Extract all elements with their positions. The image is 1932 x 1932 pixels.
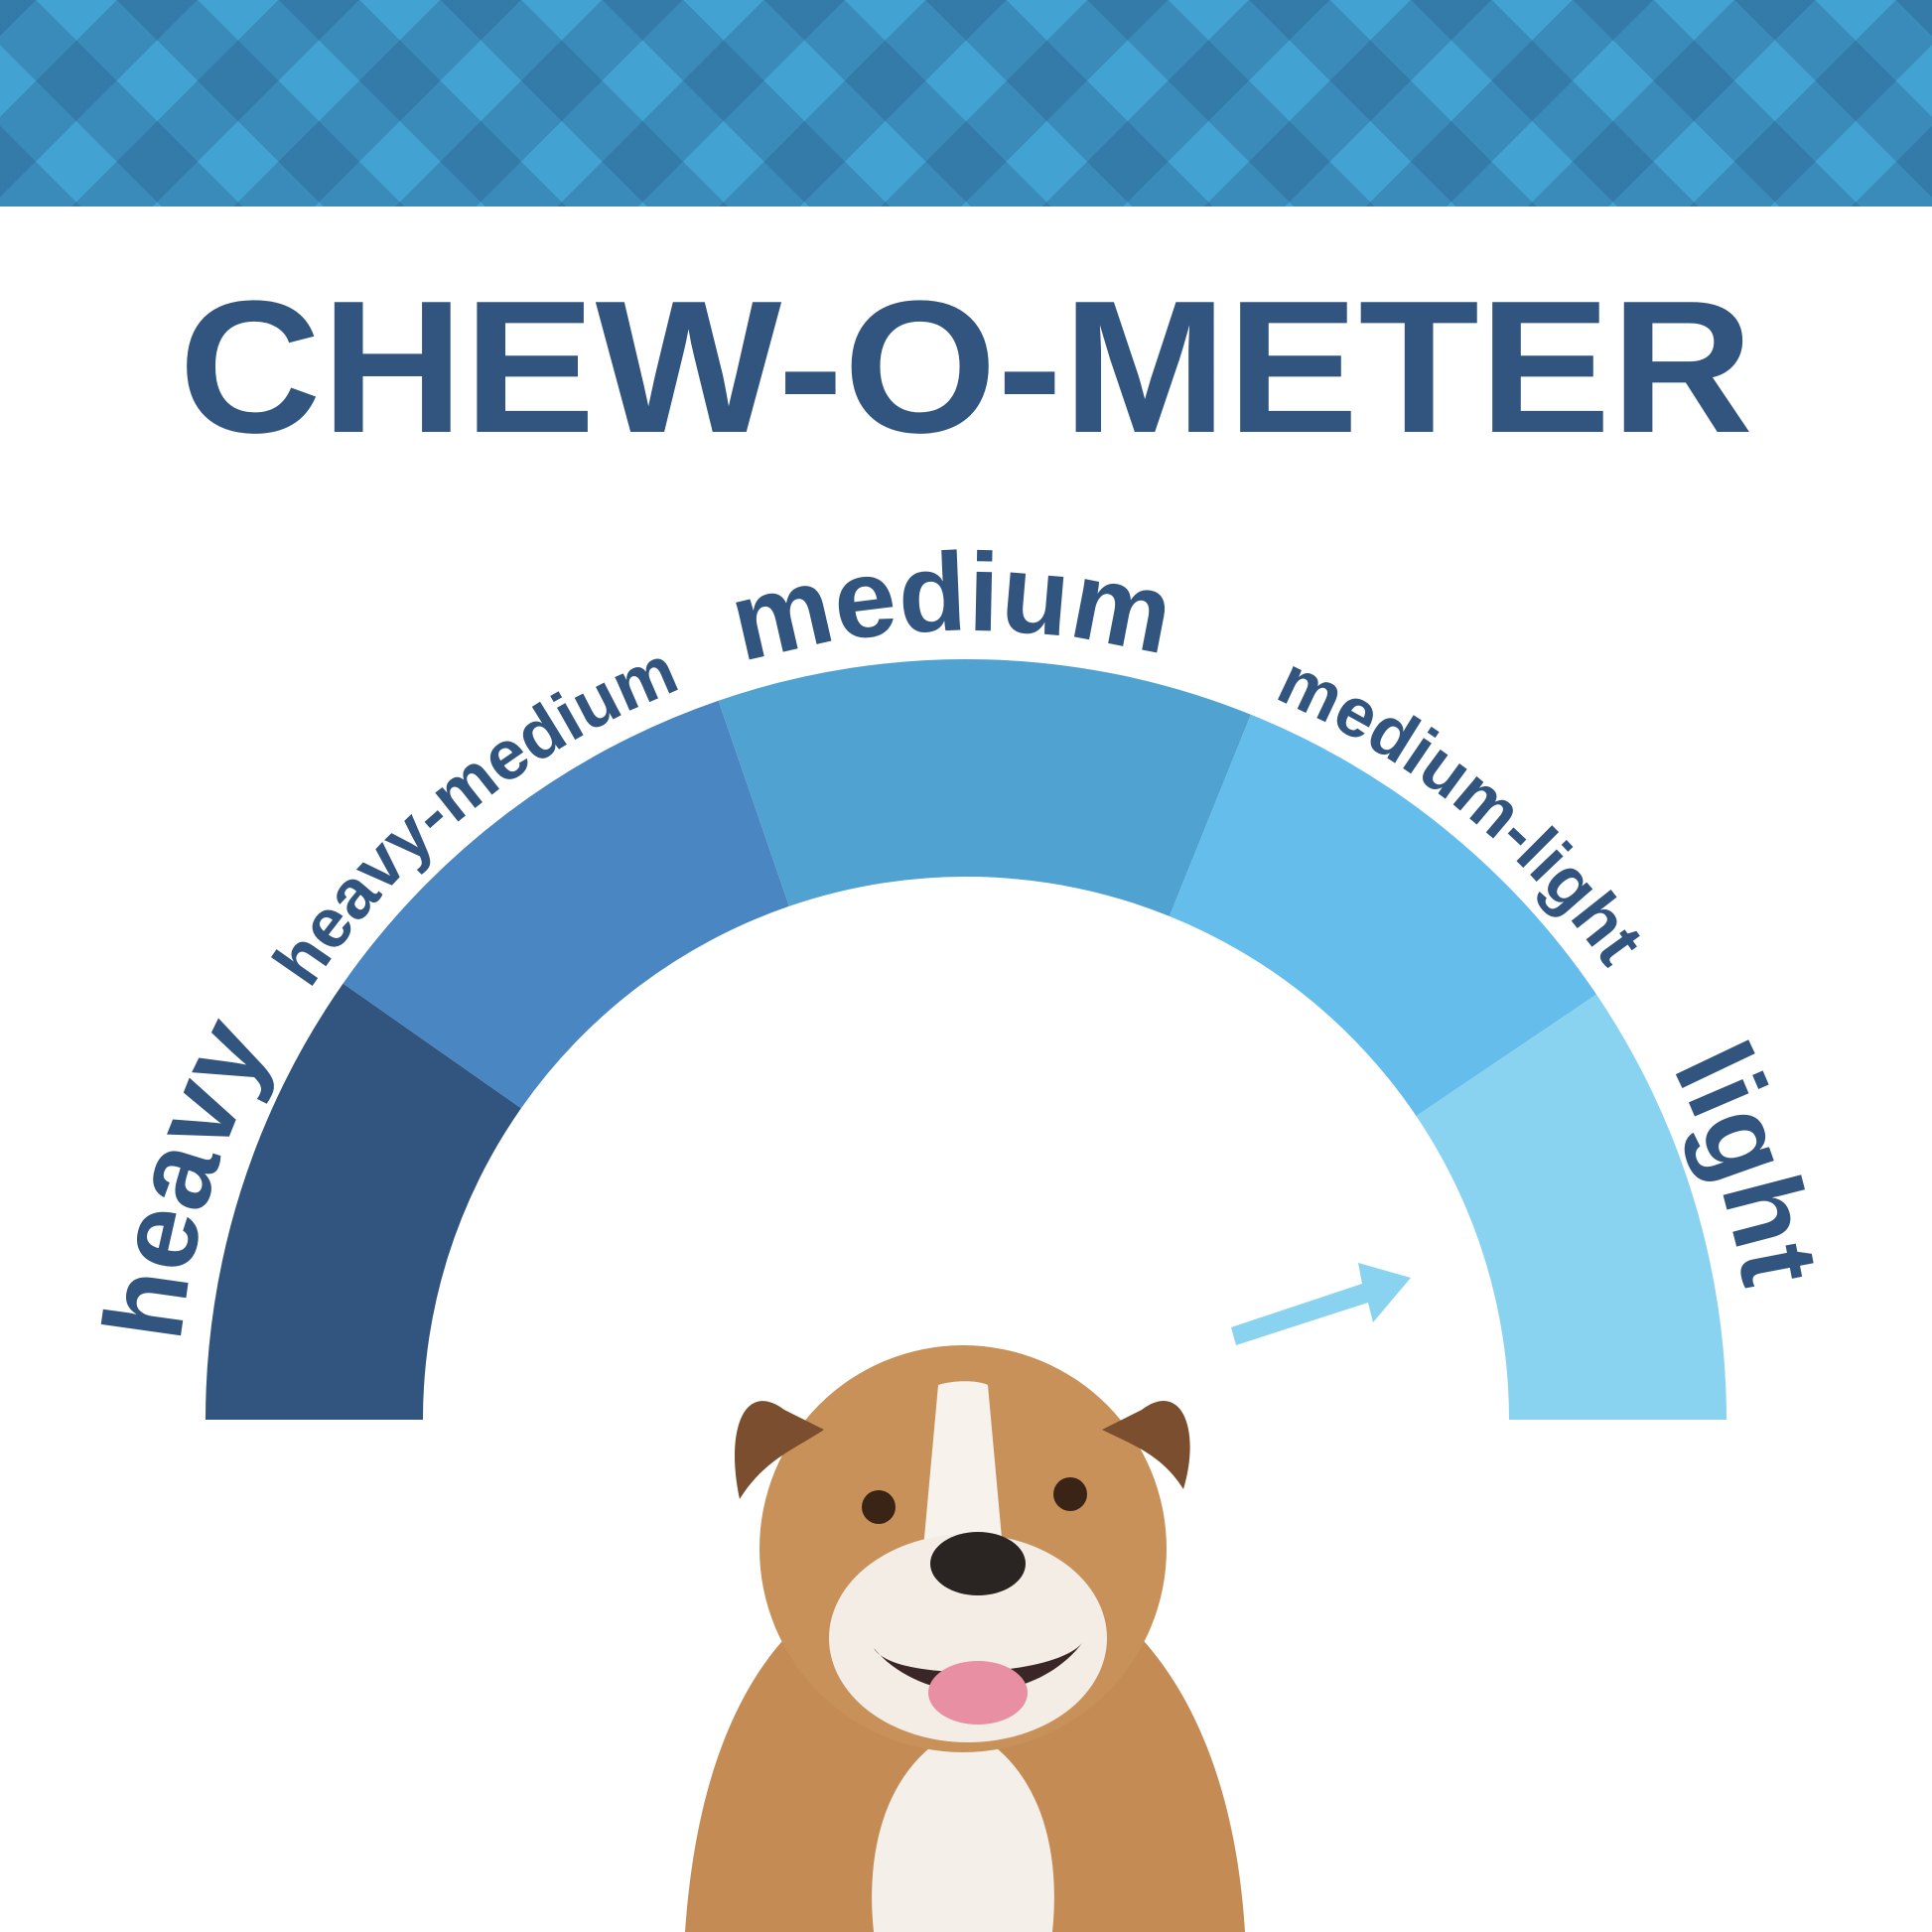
gauge-segment-medium-light [1169, 714, 1597, 1117]
gauge-segments [206, 659, 1726, 1420]
bulldog-image [685, 1345, 1245, 1932]
gauge-segment-medium [718, 659, 1251, 916]
page-title: CHEW-O-METER [179, 262, 1753, 473]
arrow-pointer-icon [1231, 1263, 1411, 1345]
gingham-header-band [0, 0, 1932, 207]
gauge-segment-light [1416, 994, 1726, 1420]
gauge-segment-heavy-medium [343, 700, 789, 1109]
gauge-segment-heavy [206, 983, 521, 1420]
